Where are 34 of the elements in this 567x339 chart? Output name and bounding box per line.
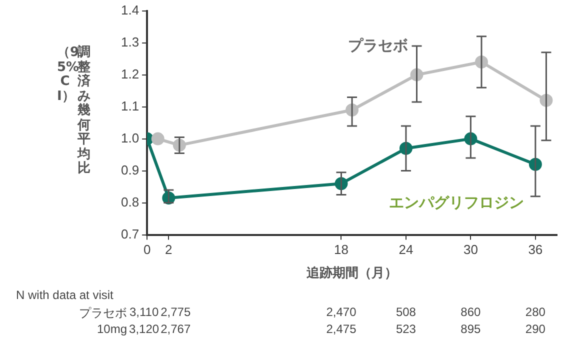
text: N with data at visit xyxy=(16,288,114,302)
x-tick-label: 30 xyxy=(463,242,478,258)
x-axis-title: 追跡期間（月） xyxy=(306,264,398,280)
series-label: プラセボ xyxy=(348,36,408,55)
text: 280 xyxy=(525,305,546,319)
text: 2,767 xyxy=(160,322,191,336)
text: 調整済み幾何平均比（95%CI） xyxy=(57,45,90,176)
text: 3,110 xyxy=(129,305,159,319)
text: 2,470 xyxy=(326,305,356,319)
x-tick-label: 24 xyxy=(398,242,414,258)
x-tick-label: 36 xyxy=(528,242,543,258)
y-tick-label: 1.0 xyxy=(120,130,140,146)
y-tick-label: 1.3 xyxy=(120,34,140,50)
y-tick-label: 0.8 xyxy=(120,194,140,210)
text: 508 xyxy=(396,305,416,319)
text: 2,775 xyxy=(160,305,191,319)
series-label: エンパグリフロジン xyxy=(388,193,524,212)
text: 290 xyxy=(525,322,546,336)
y-tick-label: 1.1 xyxy=(120,98,140,114)
x-tick-label: 0 xyxy=(143,242,151,258)
x-tick-label: 18 xyxy=(334,242,348,258)
text: 10mg xyxy=(96,322,127,336)
text: プラセボ xyxy=(79,305,127,322)
text: 3,120 xyxy=(129,322,160,336)
y-tick-label: 1.4 xyxy=(120,2,140,18)
text: 2,475 xyxy=(326,322,356,336)
text: 895 xyxy=(460,322,481,336)
y-tick-label: 1.2 xyxy=(120,66,140,82)
x-tick-label: 2 xyxy=(165,242,172,258)
y-tick-label: 0.9 xyxy=(120,162,140,178)
text: 860 xyxy=(460,305,481,319)
point xyxy=(151,132,164,146)
y-tick-label: 0.7 xyxy=(120,226,140,242)
text: 523 xyxy=(396,322,416,336)
